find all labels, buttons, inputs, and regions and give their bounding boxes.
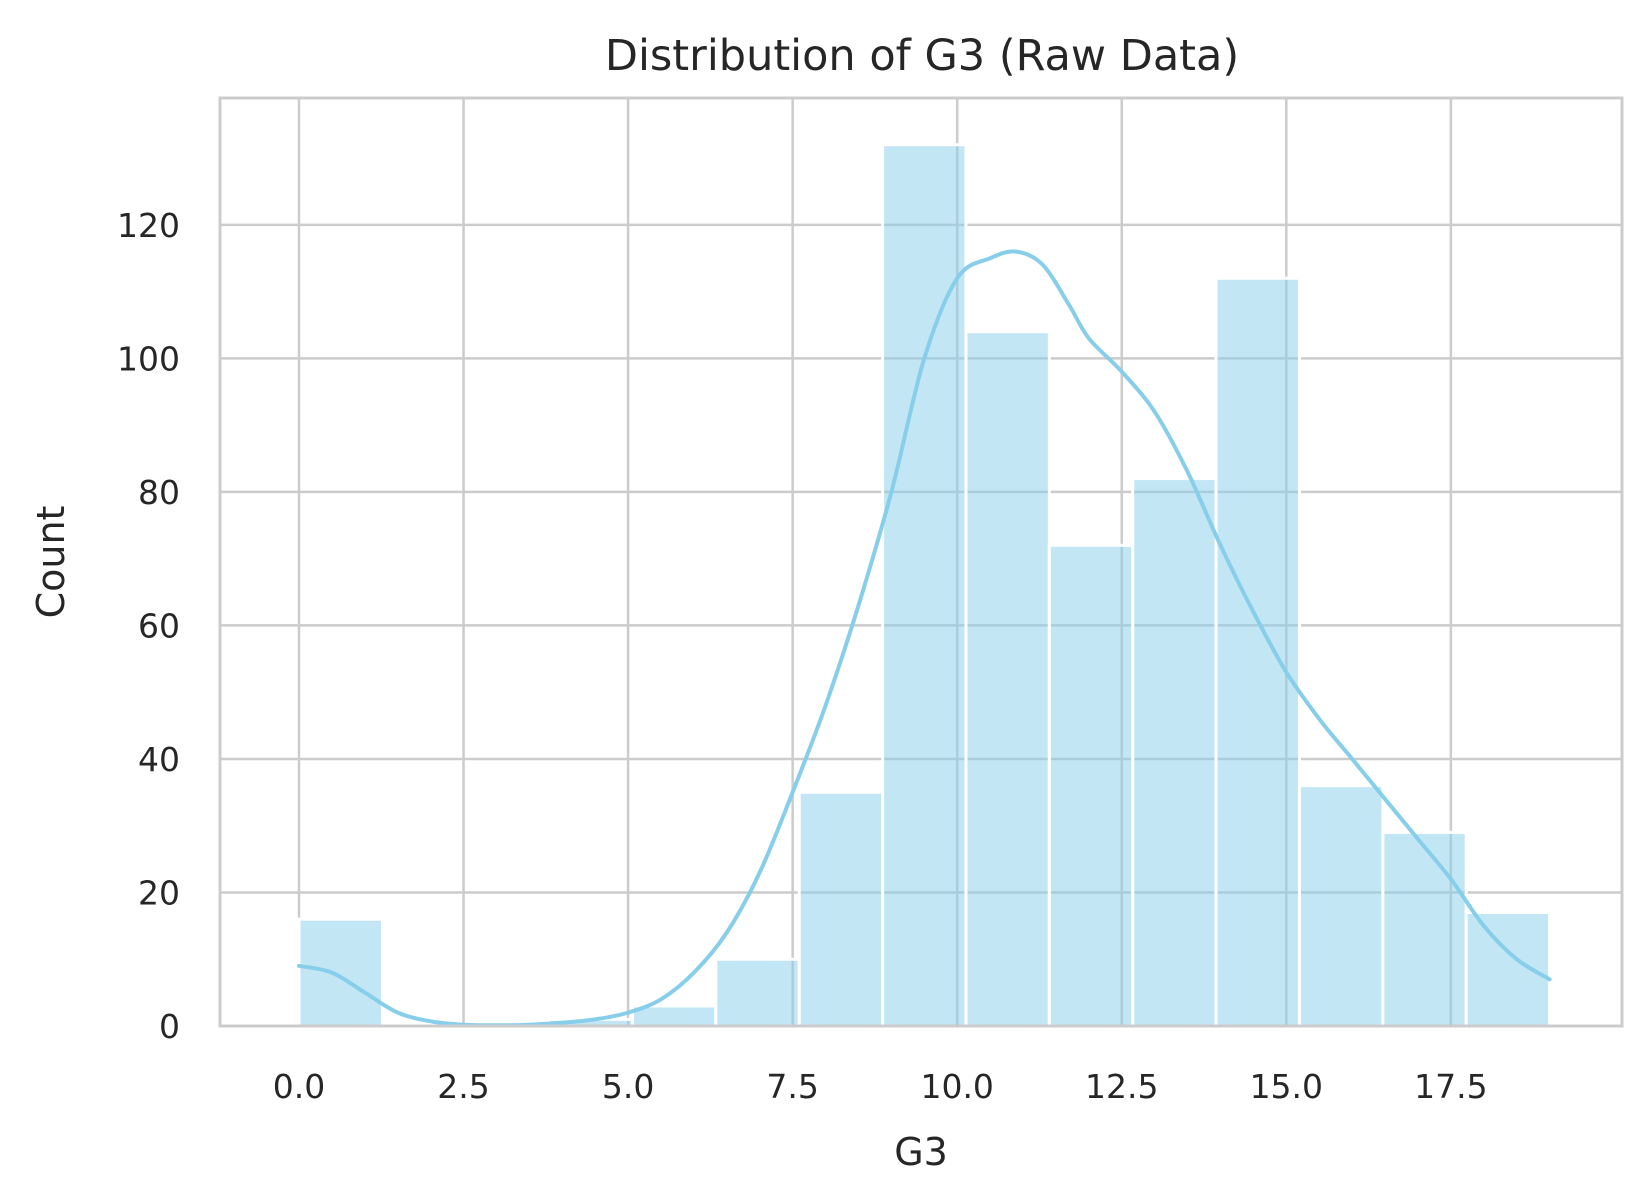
x-tick-label: 2.5 [437,1067,489,1106]
x-tick-label: 12.5 [1085,1067,1158,1106]
x-tick-label: 10.0 [920,1067,993,1106]
histogram-bar [714,957,801,1028]
chart-title: Distribution of G3 (Raw Data) [605,31,1239,81]
histogram-bar [1214,276,1301,1028]
y-tick-label: 40 [138,740,180,779]
y-tick-label: 20 [138,873,180,912]
histogram-bars [297,143,1552,1028]
histogram-bar [297,917,384,1028]
histogram-bar [1047,543,1135,1028]
x-tick-label: 7.5 [766,1067,818,1106]
histogram-bar [1381,830,1468,1028]
y-tick-label: 80 [138,473,180,512]
x-axis-label: G3 [894,1130,948,1174]
histogram-bar [1297,784,1385,1028]
histogram-bar [1464,911,1552,1028]
x-tick-label: 5.0 [602,1067,654,1106]
y-tick-label: 120 [117,206,180,245]
y-axis-label: Count [29,506,73,619]
y-tick-label: 60 [138,606,180,645]
histogram-bar [881,143,968,1028]
histogram-bar [964,330,1051,1028]
x-tick-label: 15.0 [1250,1067,1323,1106]
y-tick-label: 0 [159,1007,180,1046]
plot-frame [218,96,1624,1028]
y-tick-label: 100 [117,339,180,378]
x-tick-labels: 0.0 2.5 5.0 7.5 10.0 12.5 15.0 17.5 [273,1067,1488,1106]
y-tick-labels: 0 20 40 60 80 100 120 [117,206,180,1046]
histogram-bar [1131,477,1218,1028]
histogram-bar [797,790,885,1028]
x-tick-label: 17.5 [1414,1067,1487,1106]
x-tick-label: 0.0 [273,1067,325,1106]
